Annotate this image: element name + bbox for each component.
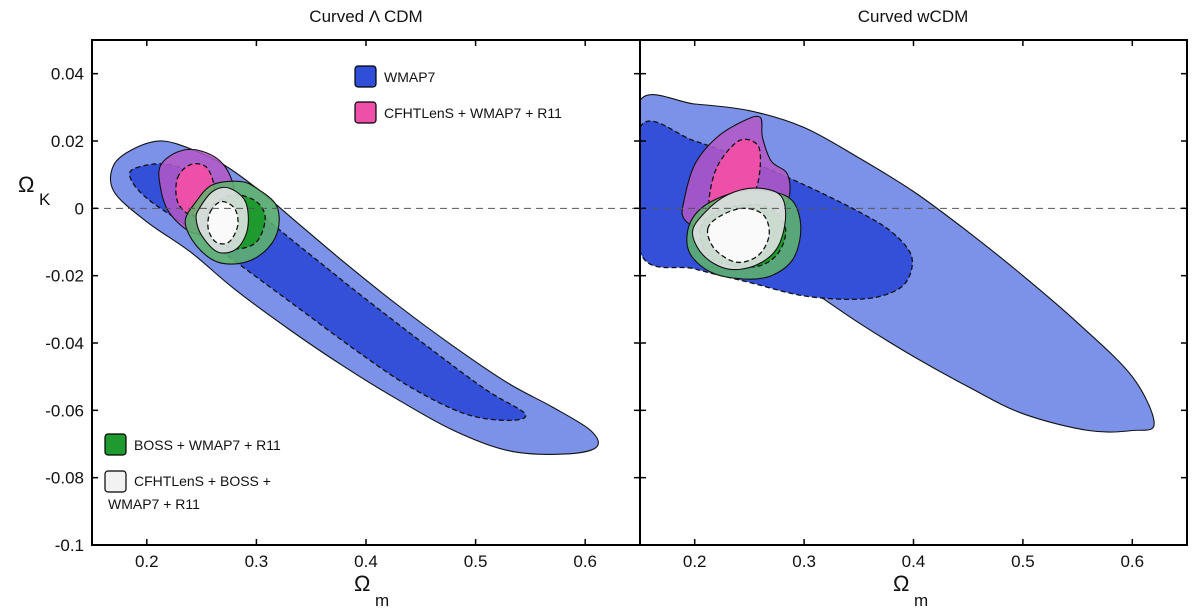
svg-text:K: K xyxy=(39,190,51,209)
legend-swatch-wmap7 xyxy=(354,65,377,88)
svg-text:Ω: Ω xyxy=(18,172,34,197)
y-tick-label: 0.02 xyxy=(51,132,84,151)
legend-swatch-cfhtlens-wmap7-r11 xyxy=(354,101,377,124)
x-tick-label: 0.5 xyxy=(464,552,488,571)
svg-text:m: m xyxy=(375,591,389,610)
svg-text:m: m xyxy=(914,591,928,610)
legend-label-combined-line1: CFHTLenS + BOSS + xyxy=(134,473,271,489)
legend-swatch-combined xyxy=(104,470,127,493)
x-tick-label: 0.2 xyxy=(683,552,707,571)
panel-curved-lambda-cdm: Curved Λ CDM -0.1 -0.08 -0.06 -0.04 -0.02 0 0.… xyxy=(18,7,641,610)
x-axis: 0.2 0.3 0.4 0.5 0.6 xyxy=(135,40,597,571)
legend-item-wmap7: WMAP7 xyxy=(354,65,436,88)
legend-label-boss-wmap7-r11: BOSS + WMAP7 + R11 xyxy=(134,437,281,453)
x-tick-label: 0.4 xyxy=(354,552,378,571)
y-tick-label: -0.04 xyxy=(45,334,84,353)
legend-swatch-boss-wmap7-r11 xyxy=(104,433,127,456)
x-axis-title: Ω m xyxy=(354,571,389,610)
legend-label-cfhtlens-wmap7-r11: CFHTLenS + WMAP7 + R11 xyxy=(384,105,562,121)
x-axis-title: Ω m xyxy=(893,571,928,610)
x-tick-label: 0.5 xyxy=(1011,552,1035,571)
x-tick-label: 0.3 xyxy=(245,552,269,571)
y-axis: -0.1 -0.08 -0.06 -0.04 -0.02 0 0.02 0.04 xyxy=(45,65,640,555)
x-tick-label: 0.3 xyxy=(792,552,816,571)
y-tick-label: -0.1 xyxy=(55,536,84,555)
x-tick-label: 0.4 xyxy=(902,552,926,571)
contour-cfhtlens-boss-wmap7-r11-inner xyxy=(207,200,239,245)
y-axis-title: Ω K xyxy=(18,172,51,209)
legend-label-combined-line2: WMAP7 + R11 xyxy=(108,496,200,512)
panel-curved-wcdm: Curved wCDM 0.2 0.3 0.4 0.5 0.6 Ω m xyxy=(639,7,1188,610)
legend-item-cfhtlens-wmap7-r11: CFHTLenS + WMAP7 + R11 xyxy=(354,101,562,124)
legend-bottom: BOSS + WMAP7 + R11 CFHTLenS + BOSS + WMA… xyxy=(104,433,281,512)
x-tick-label: 0.6 xyxy=(1120,552,1144,571)
legend-item-combined: CFHTLenS + BOSS + WMAP7 + R11 xyxy=(104,470,271,512)
contour-layer xyxy=(109,140,599,455)
legend-label-wmap7: WMAP7 xyxy=(384,69,436,85)
y-tick-label: 0 xyxy=(75,199,84,218)
contour-cfhtlens-boss-wmap7-r11-inner xyxy=(706,207,770,264)
svg-text:Ω: Ω xyxy=(354,571,370,596)
y-axis xyxy=(640,72,1187,546)
y-tick-label: 0.04 xyxy=(51,65,84,84)
panel-title: Curved wCDM xyxy=(858,7,969,26)
panel-title: Curved Λ CDM xyxy=(309,7,422,26)
x-tick-label: 0.2 xyxy=(135,552,159,571)
legend-item-boss-wmap7-r11: BOSS + WMAP7 + R11 xyxy=(104,433,281,456)
y-tick-label: -0.08 xyxy=(45,469,84,488)
y-tick-label: -0.06 xyxy=(45,401,84,420)
contour-layer xyxy=(640,94,1155,433)
y-tick-label: -0.02 xyxy=(45,267,84,286)
legend-top: WMAP7 CFHTLenS + WMAP7 + R11 xyxy=(354,65,562,124)
svg-text:Ω: Ω xyxy=(893,571,909,596)
x-axis: 0.2 0.3 0.4 0.5 0.6 xyxy=(683,40,1144,571)
x-tick-label: 0.6 xyxy=(573,552,597,571)
